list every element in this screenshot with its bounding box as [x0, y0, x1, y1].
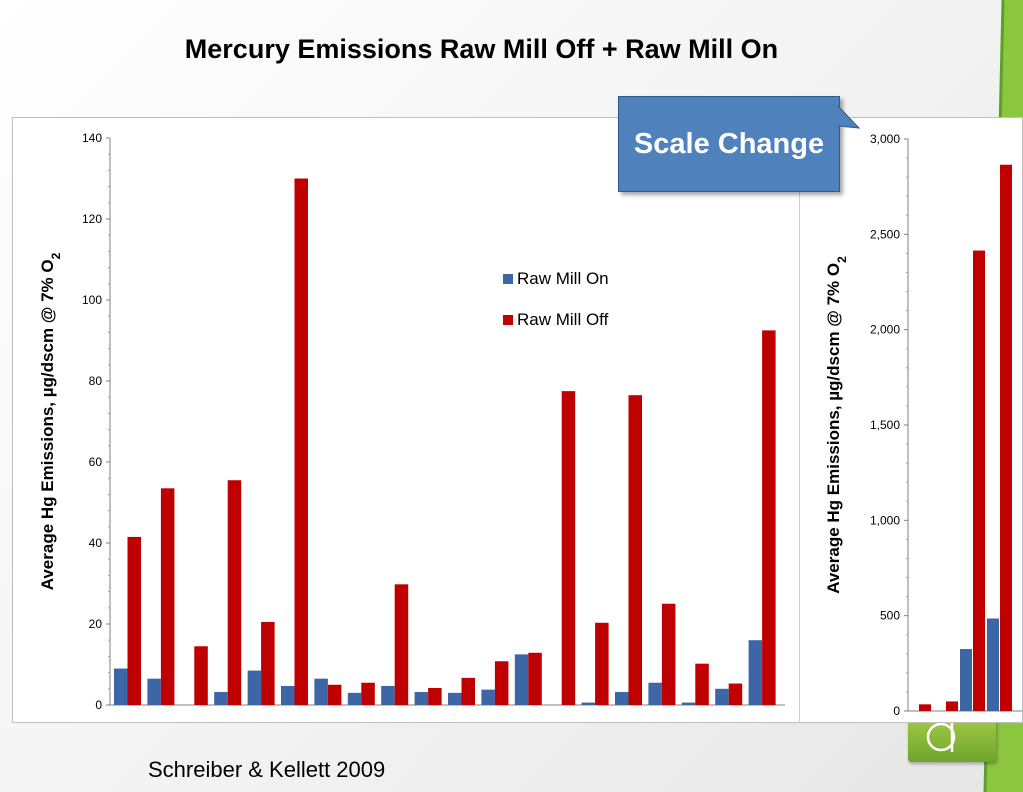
bar-raw-mill-off: [461, 677, 475, 705]
bar-raw-mill-on: [281, 685, 295, 705]
bar-raw-mill-off: [728, 683, 743, 705]
scale-change-callout: Scale Change: [618, 96, 840, 192]
y-tick-label: 60: [89, 455, 103, 469]
bar-raw-mill-off: [695, 663, 709, 705]
bar-raw-mill-off: [428, 687, 442, 705]
chart-right-panel: 0 500 1,000 1,500 2,000 2,500 3,000 Average Hg …: [824, 132, 1022, 718]
panel-divider: [799, 118, 800, 722]
bar-raw-mill-on: [481, 689, 495, 705]
bar-raw-mill-on: [448, 692, 462, 705]
chart-left-panel: 0 20 40 60 80 100 120 140 Average Hg Emissions, …: [38, 131, 785, 712]
bar-raw-mill-on: [414, 692, 429, 705]
bar-raw-mill-off: [294, 178, 308, 705]
y-tick-label: 20: [89, 617, 103, 631]
bar-raw-mill-off: [194, 646, 208, 705]
bar-raw-mill-off: [327, 684, 342, 705]
y-axis-label: Average Hg Emissions, µg/dscm @ 7% O2: [824, 256, 849, 594]
legend-label-raw-mill-on: Raw Mill On: [517, 269, 609, 288]
y-axis-label-subscript: 2: [49, 252, 63, 259]
y-tick-label: 2,000: [870, 323, 900, 337]
y-tick-label: 3,000: [870, 132, 900, 146]
legend: Raw Mill On Raw Mill Off: [503, 269, 609, 329]
bar-raw-mill-off: [661, 603, 676, 705]
y-axis-label-text: Average Hg Emissions, µg/dscm @ 7% O: [38, 259, 57, 590]
bar-raw-mill-off: [160, 488, 175, 705]
bar-raw-mill-off: [227, 480, 242, 705]
bar-raw-mill-on: [247, 670, 262, 705]
y-axis-label-text: Average Hg Emissions, µg/dscm @ 7% O: [824, 263, 843, 594]
y-tick-label: 120: [82, 212, 102, 226]
bar-raw-mill-off: [973, 250, 985, 712]
bar-raw-mill-off: [394, 584, 409, 705]
bar-raw-mill-on: [681, 702, 696, 705]
y-tick-label: 40: [89, 536, 103, 550]
y-tick-label: 0: [95, 698, 102, 712]
bar-raw-mill-on: [147, 678, 161, 705]
y-tick-label: 140: [82, 131, 102, 145]
bar-raw-mill-on: [615, 692, 629, 705]
bar-raw-mill-off: [494, 661, 509, 705]
y-axis-label: Average Hg Emissions, µg/dscm @ 7% O2: [38, 252, 63, 590]
bar-raw-mill-off: [127, 536, 141, 705]
bar-raw-mill-on: [987, 618, 999, 711]
bar-raw-mill-on: [347, 692, 362, 705]
y-tick-label: 1,000: [870, 513, 900, 527]
bar-raw-mill-off: [261, 621, 275, 705]
chart-panel: 0 20 40 60 80 100 120 140 Average Hg Emissions, …: [12, 117, 1023, 723]
citation: Schreiber & Kellett 2009: [148, 757, 386, 782]
slide-title: Mercury Emissions Raw Mill Off + Raw Mil…: [184, 34, 779, 64]
y-tick-label: 0: [893, 704, 900, 718]
legend-swatch-raw-mill-on: [503, 274, 513, 284]
y-tick-label: 80: [89, 374, 103, 388]
y-axis-label-subscript: 2: [835, 256, 849, 263]
bar-raw-mill-off: [1000, 164, 1012, 712]
bar-raw-mill-on: [114, 668, 128, 705]
bar-raw-mill-off: [528, 652, 542, 705]
y-tick-label: 500: [880, 609, 900, 623]
bar-raw-mill-off: [361, 682, 375, 705]
bar-raw-mill-on: [581, 702, 596, 705]
bar-raw-mill-on: [748, 640, 763, 705]
bar-raw-mill-on: [214, 692, 228, 705]
y-tick-label: 2,500: [870, 227, 900, 241]
bar-raw-mill-on: [514, 654, 529, 705]
bar-raw-mill-off: [946, 701, 958, 711]
bar-raw-mill-on: [648, 682, 662, 705]
bar-raw-mill-on: [715, 688, 729, 705]
bar-raw-mill-off: [595, 622, 609, 705]
bar-raw-mill-on: [314, 678, 328, 705]
legend-swatch-raw-mill-off: [503, 315, 513, 325]
callout-pointer: [838, 105, 861, 129]
y-tick-label: 100: [82, 293, 102, 307]
bar-raw-mill-on: [381, 685, 395, 705]
bar-raw-mill-on: [960, 649, 972, 711]
legend-label-raw-mill-off: Raw Mill Off: [517, 310, 609, 329]
bar-raw-mill-off: [762, 330, 776, 705]
y-tick-label: 1,500: [870, 418, 900, 432]
bar-raw-mill-off: [919, 704, 931, 711]
bar-raw-mill-off: [561, 391, 576, 705]
bar-raw-mill-off: [628, 395, 642, 705]
